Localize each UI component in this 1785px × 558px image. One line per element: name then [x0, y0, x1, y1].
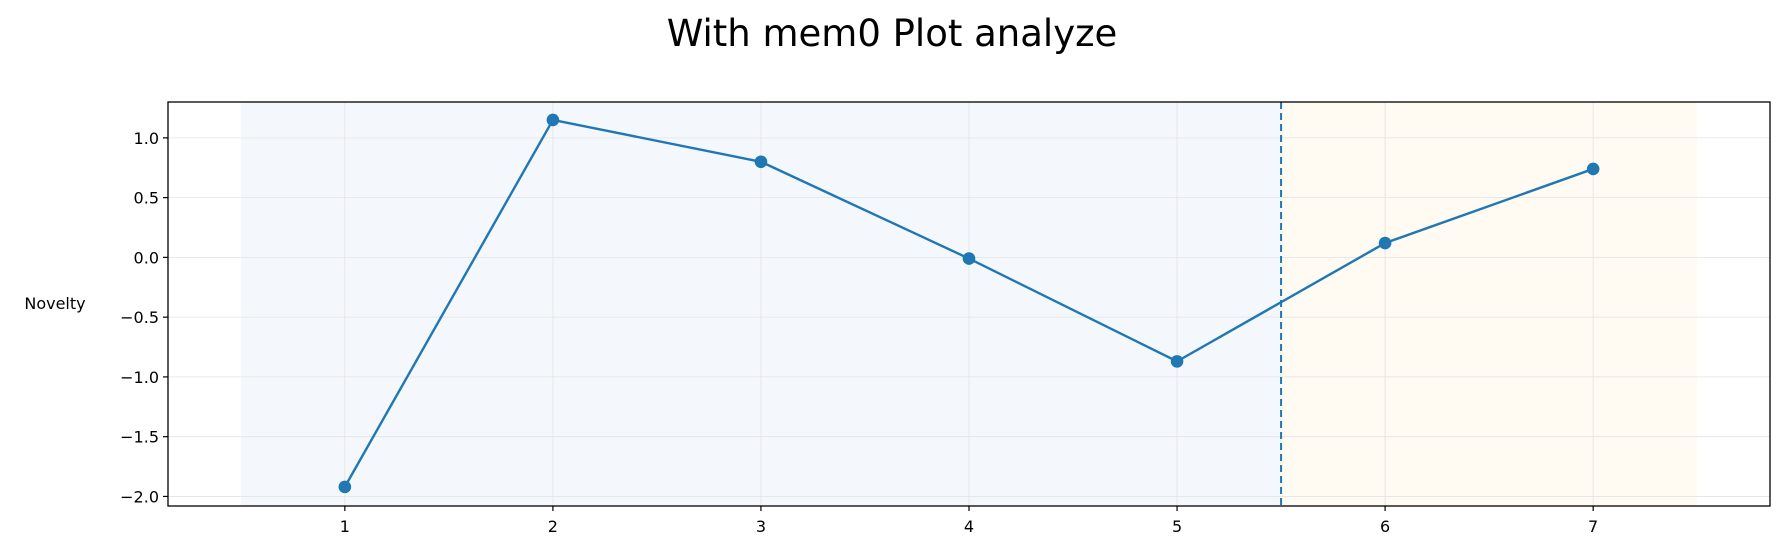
y-tick-label: −0.5 — [120, 308, 159, 327]
x-tick-label: 2 — [548, 517, 558, 536]
x-tick-label: 6 — [1380, 517, 1390, 536]
data-series — [338, 113, 1600, 494]
x-tick-label: 4 — [964, 517, 974, 536]
x-tick-label: 7 — [1588, 517, 1598, 536]
region-2 — [1281, 102, 1698, 506]
y-tick-label: −1.5 — [120, 428, 159, 447]
x-axis-ticks: 1 2 3 4 5 6 7 — [340, 506, 1598, 536]
y-tick-label: 1.0 — [134, 129, 159, 148]
x-tick-label: 3 — [756, 517, 766, 536]
y-axis-ticks: 1.0 0.5 0.0 −0.5 −1.0 −1.5 −2.0 — [120, 129, 168, 506]
data-point-6 — [1378, 236, 1392, 250]
y-axis-label: Novelty — [24, 294, 85, 313]
y-tick-label: −1.0 — [120, 368, 159, 387]
data-point-5 — [1170, 355, 1184, 368]
data-point-2 — [546, 113, 560, 127]
chart-title: With mem0 Plot analyze — [667, 12, 1118, 55]
data-point-3 — [754, 155, 768, 169]
x-tick-label: 5 — [1172, 517, 1182, 536]
data-point-4 — [962, 252, 976, 265]
data-point-1 — [338, 480, 352, 494]
y-tick-label: 0.0 — [134, 248, 159, 267]
grid-lines — [168, 102, 1770, 506]
y-tick-label: 0.5 — [134, 189, 159, 208]
y-tick-label: −2.0 — [120, 487, 159, 506]
x-tick-label: 1 — [340, 517, 350, 536]
data-point-7 — [1586, 162, 1600, 176]
